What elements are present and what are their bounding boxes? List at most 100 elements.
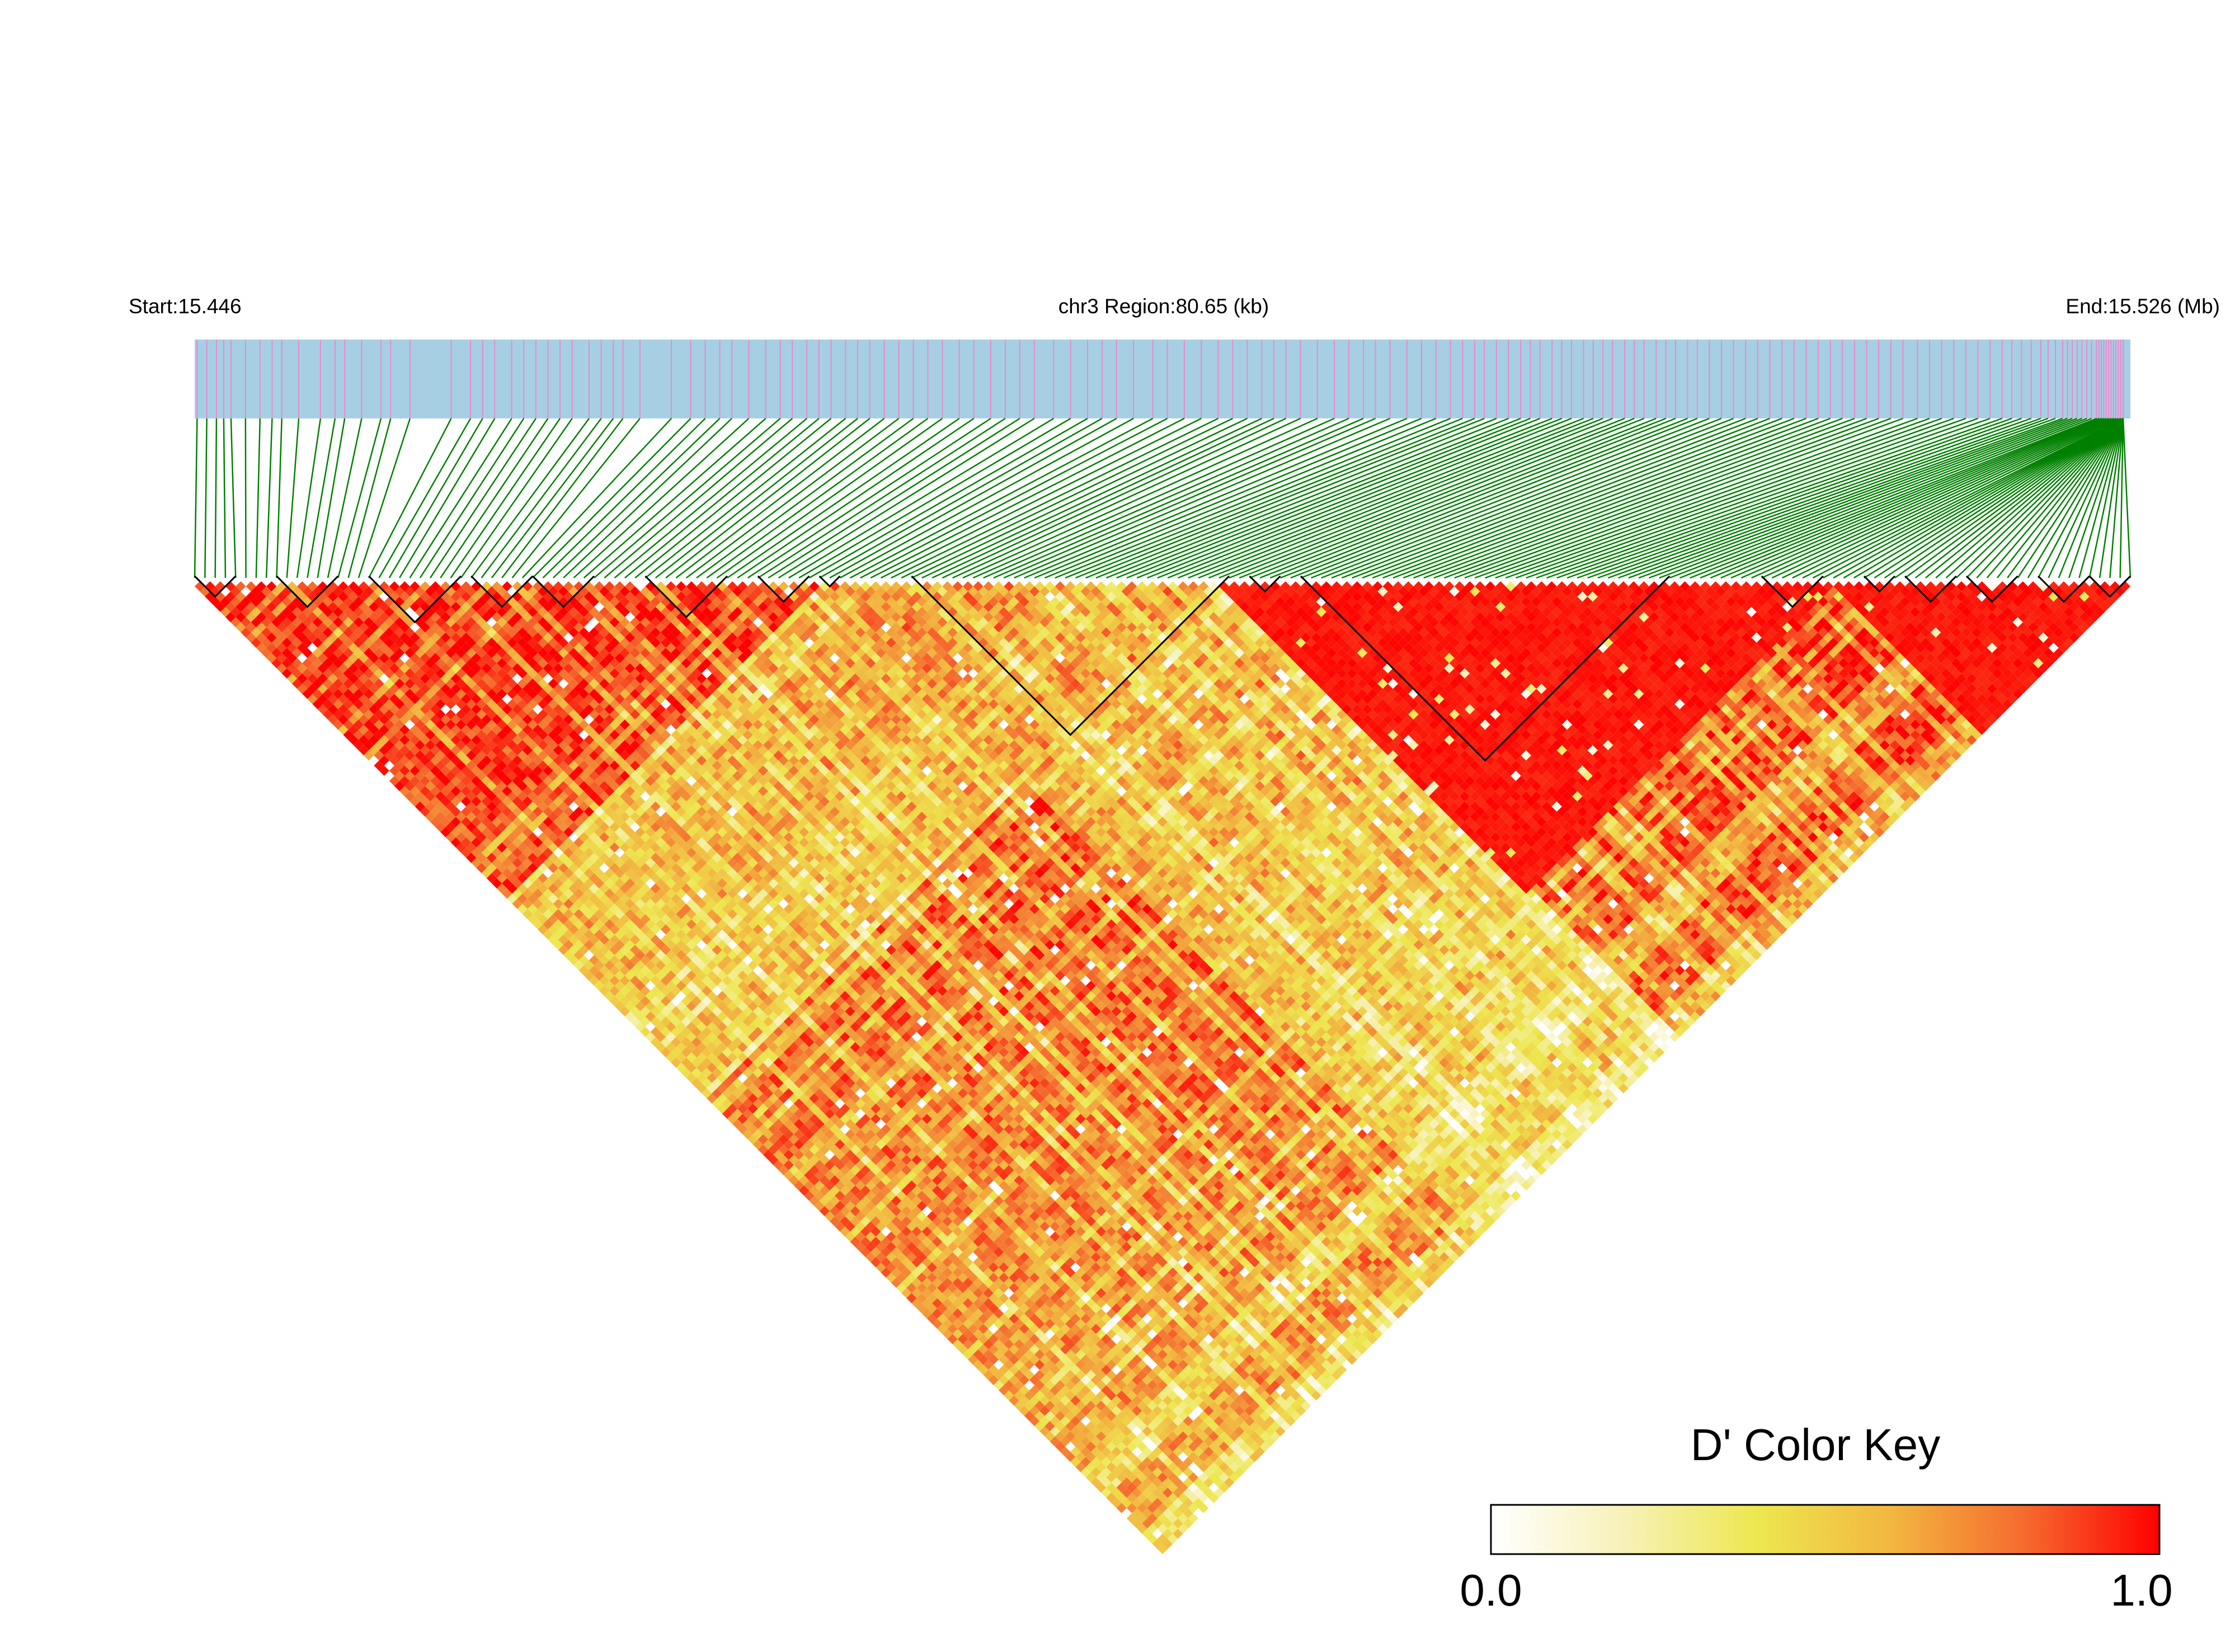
ld-cell <box>614 991 625 1001</box>
snp-connector-line <box>327 418 363 578</box>
ld-cell <box>630 1016 641 1027</box>
ld-cell <box>435 811 446 822</box>
ld-cell <box>399 786 410 797</box>
snp-connector-line <box>778 417 1035 579</box>
ld-cell <box>947 1324 958 1334</box>
snp-connector-line <box>1587 417 2041 579</box>
ld-cell <box>486 853 497 863</box>
snp-connector-line <box>1485 417 1930 579</box>
ld-cell <box>768 1155 779 1165</box>
ld-cell <box>1132 1508 1142 1519</box>
ld-cell <box>266 632 277 643</box>
ld-cell <box>517 883 528 894</box>
snp-connector-line <box>1997 418 2124 578</box>
ld-cell <box>538 914 548 925</box>
ld-cell <box>988 1375 999 1386</box>
ld-cell <box>1039 1405 1050 1416</box>
ld-cell <box>230 606 241 618</box>
ld-cell <box>533 909 543 920</box>
snp-connector-line <box>1280 417 1688 579</box>
snp-connector-line <box>1372 417 1795 579</box>
snp-connector-line <box>1464 417 1903 579</box>
snp-connector-line <box>614 418 808 578</box>
ld-cell <box>327 714 338 725</box>
ld-cell <box>460 837 472 848</box>
ld-cell <box>717 1083 727 1094</box>
ld-cell <box>968 1344 978 1355</box>
ld-cell <box>676 1062 686 1073</box>
snp-connector-line <box>481 418 602 578</box>
snp-connector-line <box>1782 417 2119 579</box>
ld-cell <box>369 735 379 745</box>
snp-connector-line <box>388 418 483 578</box>
snp-connector-line <box>1914 418 2124 578</box>
ld-cell <box>1065 1452 1076 1462</box>
ld-cell <box>425 791 436 802</box>
ld-cell <box>379 765 389 776</box>
snp-connector-line <box>1700 417 2100 579</box>
ld-cell <box>415 770 425 781</box>
ld-cell <box>307 663 318 674</box>
ld-cell <box>957 1334 968 1344</box>
ld-cell <box>702 1077 712 1089</box>
snp-connector-line <box>286 418 300 578</box>
ld-cell <box>707 1083 717 1094</box>
snp-connector-line <box>901 417 1233 579</box>
snp-connector-line <box>1157 417 1563 579</box>
ld-cell <box>727 1093 738 1104</box>
snp-connector-line <box>1055 417 1451 579</box>
snp-connector-line <box>230 418 237 578</box>
ld-cell <box>286 663 298 674</box>
ld-cell <box>973 1349 984 1360</box>
ld-cell <box>999 1385 1009 1396</box>
ld-cell <box>973 1339 984 1350</box>
snp-connector-line <box>1126 417 1531 579</box>
ld-cell <box>722 1098 733 1109</box>
snp-connector-line <box>1198 417 1603 579</box>
ld-cell <box>630 996 641 1006</box>
ld-cell <box>348 714 359 725</box>
ld-cell <box>476 842 487 853</box>
ld-cell <box>1121 1488 1132 1498</box>
ld-cell <box>1121 1498 1132 1508</box>
ld-cell <box>1004 1390 1014 1401</box>
ld-cell <box>757 1144 769 1155</box>
snp-connector-line <box>952 417 1301 579</box>
snp-connector-line <box>1034 417 1422 579</box>
ld-cell <box>338 714 349 725</box>
ld-cell <box>538 903 548 914</box>
snp-connector-line <box>850 417 1154 579</box>
snp-connector-line <box>942 417 1287 579</box>
ld-cell <box>840 1216 850 1227</box>
ld-cell <box>1039 1416 1050 1427</box>
ld-cell <box>916 1293 927 1303</box>
ld-cell <box>645 1032 656 1042</box>
ld-cell <box>1050 1416 1060 1427</box>
ld-cell <box>266 622 277 633</box>
ld-cell <box>942 1319 953 1329</box>
ld-cell <box>845 1231 855 1242</box>
ld-cell <box>251 637 261 648</box>
snp-connector-line <box>1423 417 1855 579</box>
ld-cell <box>374 760 384 771</box>
ld-cell <box>645 1011 656 1022</box>
ld-cell <box>881 1257 891 1268</box>
ld-cell <box>1106 1472 1117 1483</box>
ld-cell <box>819 1196 830 1206</box>
ld-cell <box>553 919 564 930</box>
ld-cell <box>752 1139 764 1150</box>
snp-connector-line <box>1843 417 2124 579</box>
ld-cell <box>1126 1503 1137 1513</box>
ld-cell <box>497 853 507 863</box>
snp-connector-line <box>460 418 573 578</box>
snp-connector-line <box>1259 417 1667 579</box>
snp-connector-line <box>2007 418 2124 578</box>
ld-cell <box>589 975 600 986</box>
ld-cell <box>635 1011 646 1022</box>
ld-cell <box>558 924 569 935</box>
ld-cell <box>205 581 215 592</box>
snp-connector-line <box>430 418 537 578</box>
ld-cell <box>584 970 594 981</box>
ld-cell <box>369 755 379 766</box>
ld-cell <box>573 960 584 971</box>
